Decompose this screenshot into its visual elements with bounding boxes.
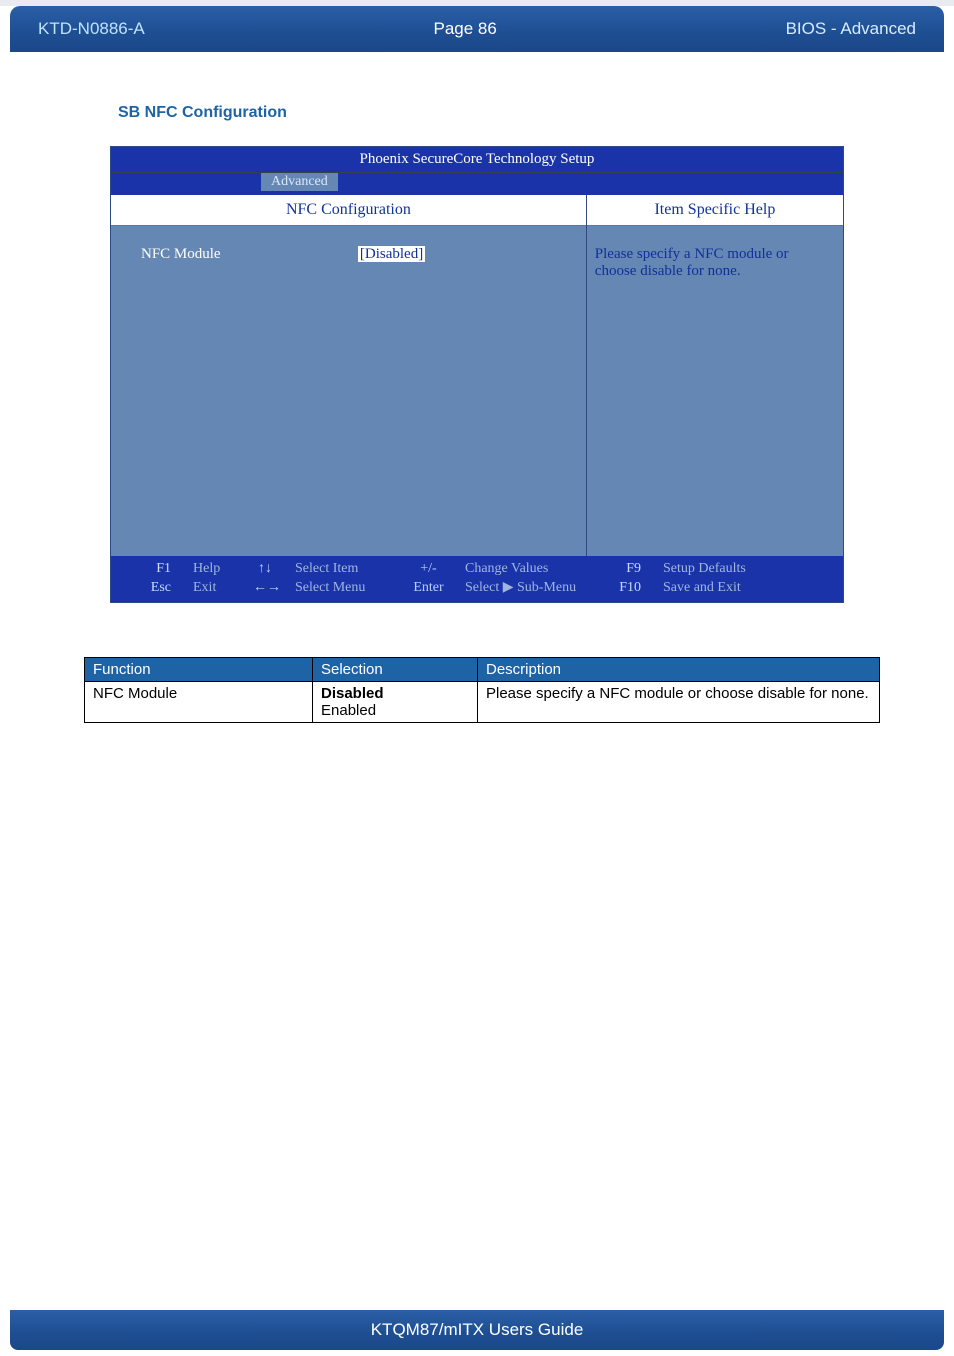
bios-key-legend: F1 Esc Help Exit ↑↓ ←→ Select Item Selec… <box>111 556 843 602</box>
doc-id: KTD-N0886-A <box>38 19 145 39</box>
th-description: Description <box>478 657 880 681</box>
bios-tab-bar: Advanced <box>111 173 843 195</box>
key-f9-label: Setup Defaults <box>663 560 746 579</box>
td-description: Please specify a NFC module or choose di… <box>478 681 880 722</box>
bios-option-label: NFC Module <box>111 246 358 263</box>
key-esc: Esc <box>151 579 171 598</box>
key-f10: F10 <box>619 579 641 598</box>
header-spacer <box>10 52 944 96</box>
page: KTD-N0886-A Page 86 BIOS - Advanced SB N… <box>0 6 954 1356</box>
key-updown-label: Select Item <box>295 560 398 579</box>
bios-help-text: Please specify a NFC module or choose di… <box>587 226 843 556</box>
key-updown: ↑↓ <box>258 560 272 579</box>
key-leftright: ←→ <box>253 579 281 598</box>
bios-option-row[interactable]: NFC Module [Disabled] <box>111 246 586 263</box>
bios-title: Phoenix SecureCore Technology Setup <box>111 147 843 173</box>
table-header-row: Function Selection Description <box>85 657 880 681</box>
td-selection: Disabled Enabled <box>313 681 478 722</box>
description-table: Function Selection Description NFC Modul… <box>84 657 880 723</box>
footer-bar: KTQM87/mITX Users Guide <box>10 1310 944 1350</box>
bios-option-value-text: [Disabled] <box>358 246 425 262</box>
selection-disabled: Disabled <box>321 685 469 702</box>
bios-tab-advanced[interactable]: Advanced <box>261 173 338 191</box>
key-esc-label: Exit <box>193 579 241 598</box>
key-plusminus: +/- <box>420 560 436 579</box>
bios-right-pane: Item Specific Help Please specify a NFC … <box>587 195 843 556</box>
key-f9: F9 <box>626 560 641 579</box>
section-name: BIOS - Advanced <box>786 19 916 39</box>
bios-option-value[interactable]: [Disabled] <box>358 246 425 263</box>
key-enter: Enter <box>413 579 443 598</box>
bios-help-title: Item Specific Help <box>587 195 843 226</box>
bios-screenshot: Phoenix SecureCore Technology Setup Adva… <box>110 146 844 603</box>
key-leftright-label: Select Menu <box>295 579 398 598</box>
td-function: NFC Module <box>85 681 313 722</box>
key-f10-label: Save and Exit <box>663 579 746 598</box>
selection-enabled: Enabled <box>321 702 469 719</box>
bios-options-area: NFC Module [Disabled] <box>111 226 586 556</box>
th-selection: Selection <box>313 657 478 681</box>
key-f1: F1 <box>156 560 171 579</box>
key-f1-label: Help <box>193 560 241 579</box>
bios-left-pane: NFC Configuration NFC Module [Disabled] <box>111 195 587 556</box>
bios-left-title: NFC Configuration <box>111 195 586 226</box>
key-enter-label: Select ▶ Sub-Menu <box>465 579 603 598</box>
th-function: Function <box>85 657 313 681</box>
key-plusminus-label: Change Values <box>465 560 603 579</box>
header-bar: KTD-N0886-A Page 86 BIOS - Advanced <box>10 6 944 52</box>
bios-body: NFC Configuration NFC Module [Disabled] … <box>111 195 843 556</box>
table-row: NFC Module Disabled Enabled Please speci… <box>85 681 880 722</box>
section-title: SB NFC Configuration <box>118 104 954 122</box>
page-number: Page 86 <box>434 19 497 39</box>
footer-text: KTQM87/mITX Users Guide <box>371 1320 584 1340</box>
